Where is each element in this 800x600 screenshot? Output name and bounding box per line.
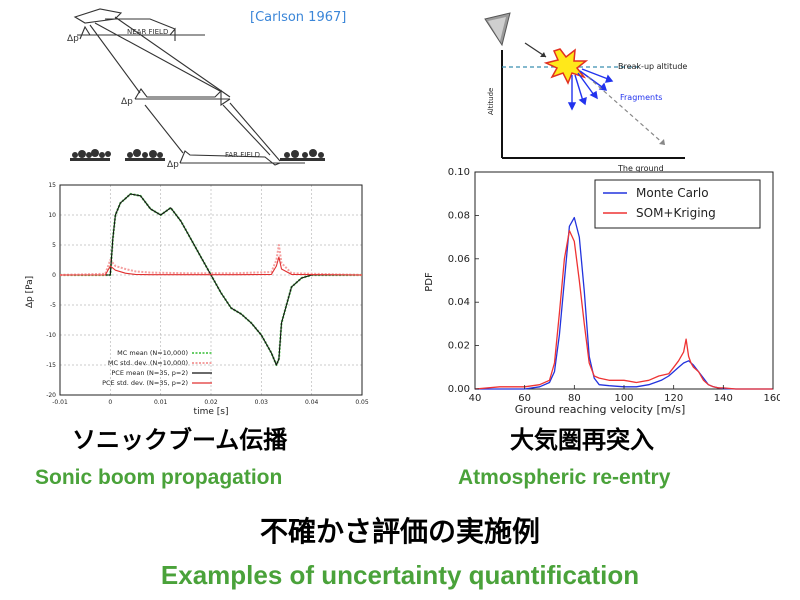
dp-label-top: Δp <box>67 34 79 44</box>
sonic-x-tick-label: 0.05 <box>355 399 369 406</box>
pdf-chart: 40 60 80 100 120 140 160 0.10 0.08 0.06 0.04 0.02 0.… <box>420 162 783 420</box>
dp-label-bottom: Δp <box>167 160 179 170</box>
reentry-diagram-svg: Break-up altitude Fragments Altitude The… <box>484 12 687 173</box>
sonic-x-tick-label: 0 <box>108 399 112 406</box>
pdf-x-tick-label: 40 <box>469 393 482 404</box>
capsule-icon <box>484 12 511 47</box>
sonic-x-axis-label: time [s] <box>194 407 229 417</box>
sonic-x-tick-label: 0.04 <box>305 399 319 406</box>
sonic-y-axis-label: Δp [Pa] <box>25 276 35 308</box>
reentry-diagram: Break-up altitude Fragments Altitude The… <box>480 5 690 175</box>
sonic-boom-sketch-svg: Δp NEAR FIELD Δp FAR FIELD Δp <box>67 8 325 170</box>
pdf-x-tick-label: 60 <box>518 393 531 404</box>
pdf-y-tick-label: 0.04 <box>448 297 470 308</box>
sonic-boom-title-en: Sonic boom propagation <box>35 466 283 489</box>
sonic-x-tick-label: 0.01 <box>154 399 168 406</box>
pdf-series-line <box>474 229 773 390</box>
pdf-x-tick-label: 80 <box>568 393 581 404</box>
examples-title-jp: 不確かさ評価の実施例 <box>259 515 540 548</box>
sonic-series-line <box>60 193 362 366</box>
ground-axis-label: The ground <box>617 164 664 173</box>
sonic-series-line <box>60 192 362 367</box>
fragments-label: Fragments <box>620 93 662 102</box>
dp-label-mid: Δp <box>121 97 133 107</box>
sonic-y-tick-label: -15 <box>46 362 56 369</box>
sonic-y-tick-label: -20 <box>46 392 56 399</box>
fragments-arrows <box>567 68 614 111</box>
sonic-boom-chart-svg: -0.01 0 0.01 0.02 0.03 0.04 0.05 15 10 5 0 -5 -10 -15… <box>25 182 369 417</box>
sonic-legend: MC mean (N=10,000) MC std. dev. (N=10,000… <box>102 349 212 387</box>
pdf-legend: Monte Carlo SOM+Kriging <box>594 179 761 229</box>
sonic-series-line <box>60 256 363 276</box>
pdf-y-tick-label: 0.08 <box>448 210 470 221</box>
pdf-x-tick-label: 140 <box>714 393 733 404</box>
breakup-altitude-label: Break-up altitude <box>618 62 687 71</box>
pdf-x-axis-label: Ground reaching velocity [m/s] <box>515 403 686 416</box>
sonic-y-tick-label: -10 <box>46 332 56 339</box>
sonic-x-tick-label: -0.01 <box>52 399 68 406</box>
reentry-title-en: Atmospheric re-entry <box>458 466 671 489</box>
sonic-boom-chart: -0.01 0 0.01 0.02 0.03 0.04 0.05 15 10 5 0 -5 -10 -15… <box>20 177 380 417</box>
sonic-legend-label: MC std. dev. (N=10,000) <box>108 359 188 367</box>
pdf-legend-label: SOM+Kriging <box>636 206 716 220</box>
sonic-x-tick-label: 0.03 <box>255 399 269 406</box>
pdf-y-tick-label: 0.02 <box>448 341 470 352</box>
sonic-boom-title-jp: ソニックブーム伝播 <box>72 426 288 454</box>
sonic-y-tick-label: -5 <box>50 302 56 309</box>
examples-title-en: Examples of uncertainty quantification <box>160 560 640 590</box>
pdf-y-tick-label: 0.06 <box>448 254 470 265</box>
aircraft-shape <box>73 8 123 24</box>
pdf-x-tick-label: 160 <box>763 393 780 404</box>
sonic-y-tick-label: 15 <box>48 182 56 189</box>
sonic-y-tick-label: 10 <box>48 212 56 219</box>
altitude-axis-label: Altitude <box>487 88 495 115</box>
sonic-legend-label: PCE mean (N=35, p=2) <box>111 369 188 377</box>
citation: [Carlson 1967] <box>250 10 347 25</box>
sonic-x-tick-label: 0.02 <box>204 399 218 406</box>
pdf-y-tick-label: 0.10 <box>448 167 470 178</box>
sonic-boom-sketch: Δp NEAR FIELD Δp FAR FIELD Δp <box>55 5 345 170</box>
far-field-label: FAR FIELD <box>225 151 260 159</box>
pdf-y-tick-label: 0.00 <box>448 384 470 395</box>
sonic-legend-label: PCE std. dev. (N=35, p=2) <box>102 379 188 387</box>
sonic-y-tick-label: 5 <box>52 242 56 249</box>
near-field-label: NEAR FIELD <box>127 28 168 36</box>
pdf-x-tick-label: 100 <box>614 393 633 404</box>
sonic-legend-label: MC mean (N=10,000) <box>117 349 188 357</box>
sonic-y-tick-label: 0 <box>52 272 56 279</box>
sonic-plot-frame <box>59 184 363 396</box>
pdf-series-line <box>475 216 773 390</box>
pdf-x-tick-label: 120 <box>664 393 683 404</box>
pdf-y-axis-label: PDF <box>424 272 435 292</box>
reentry-title-jp: 大気圏再突入 <box>510 426 654 454</box>
pdf-chart-svg: 40 60 80 100 120 140 160 0.10 0.08 0.06 0.04 0.02 0.… <box>424 167 783 416</box>
explosion-icon <box>543 48 589 85</box>
pdf-legend-label: Monte Carlo <box>636 186 709 200</box>
